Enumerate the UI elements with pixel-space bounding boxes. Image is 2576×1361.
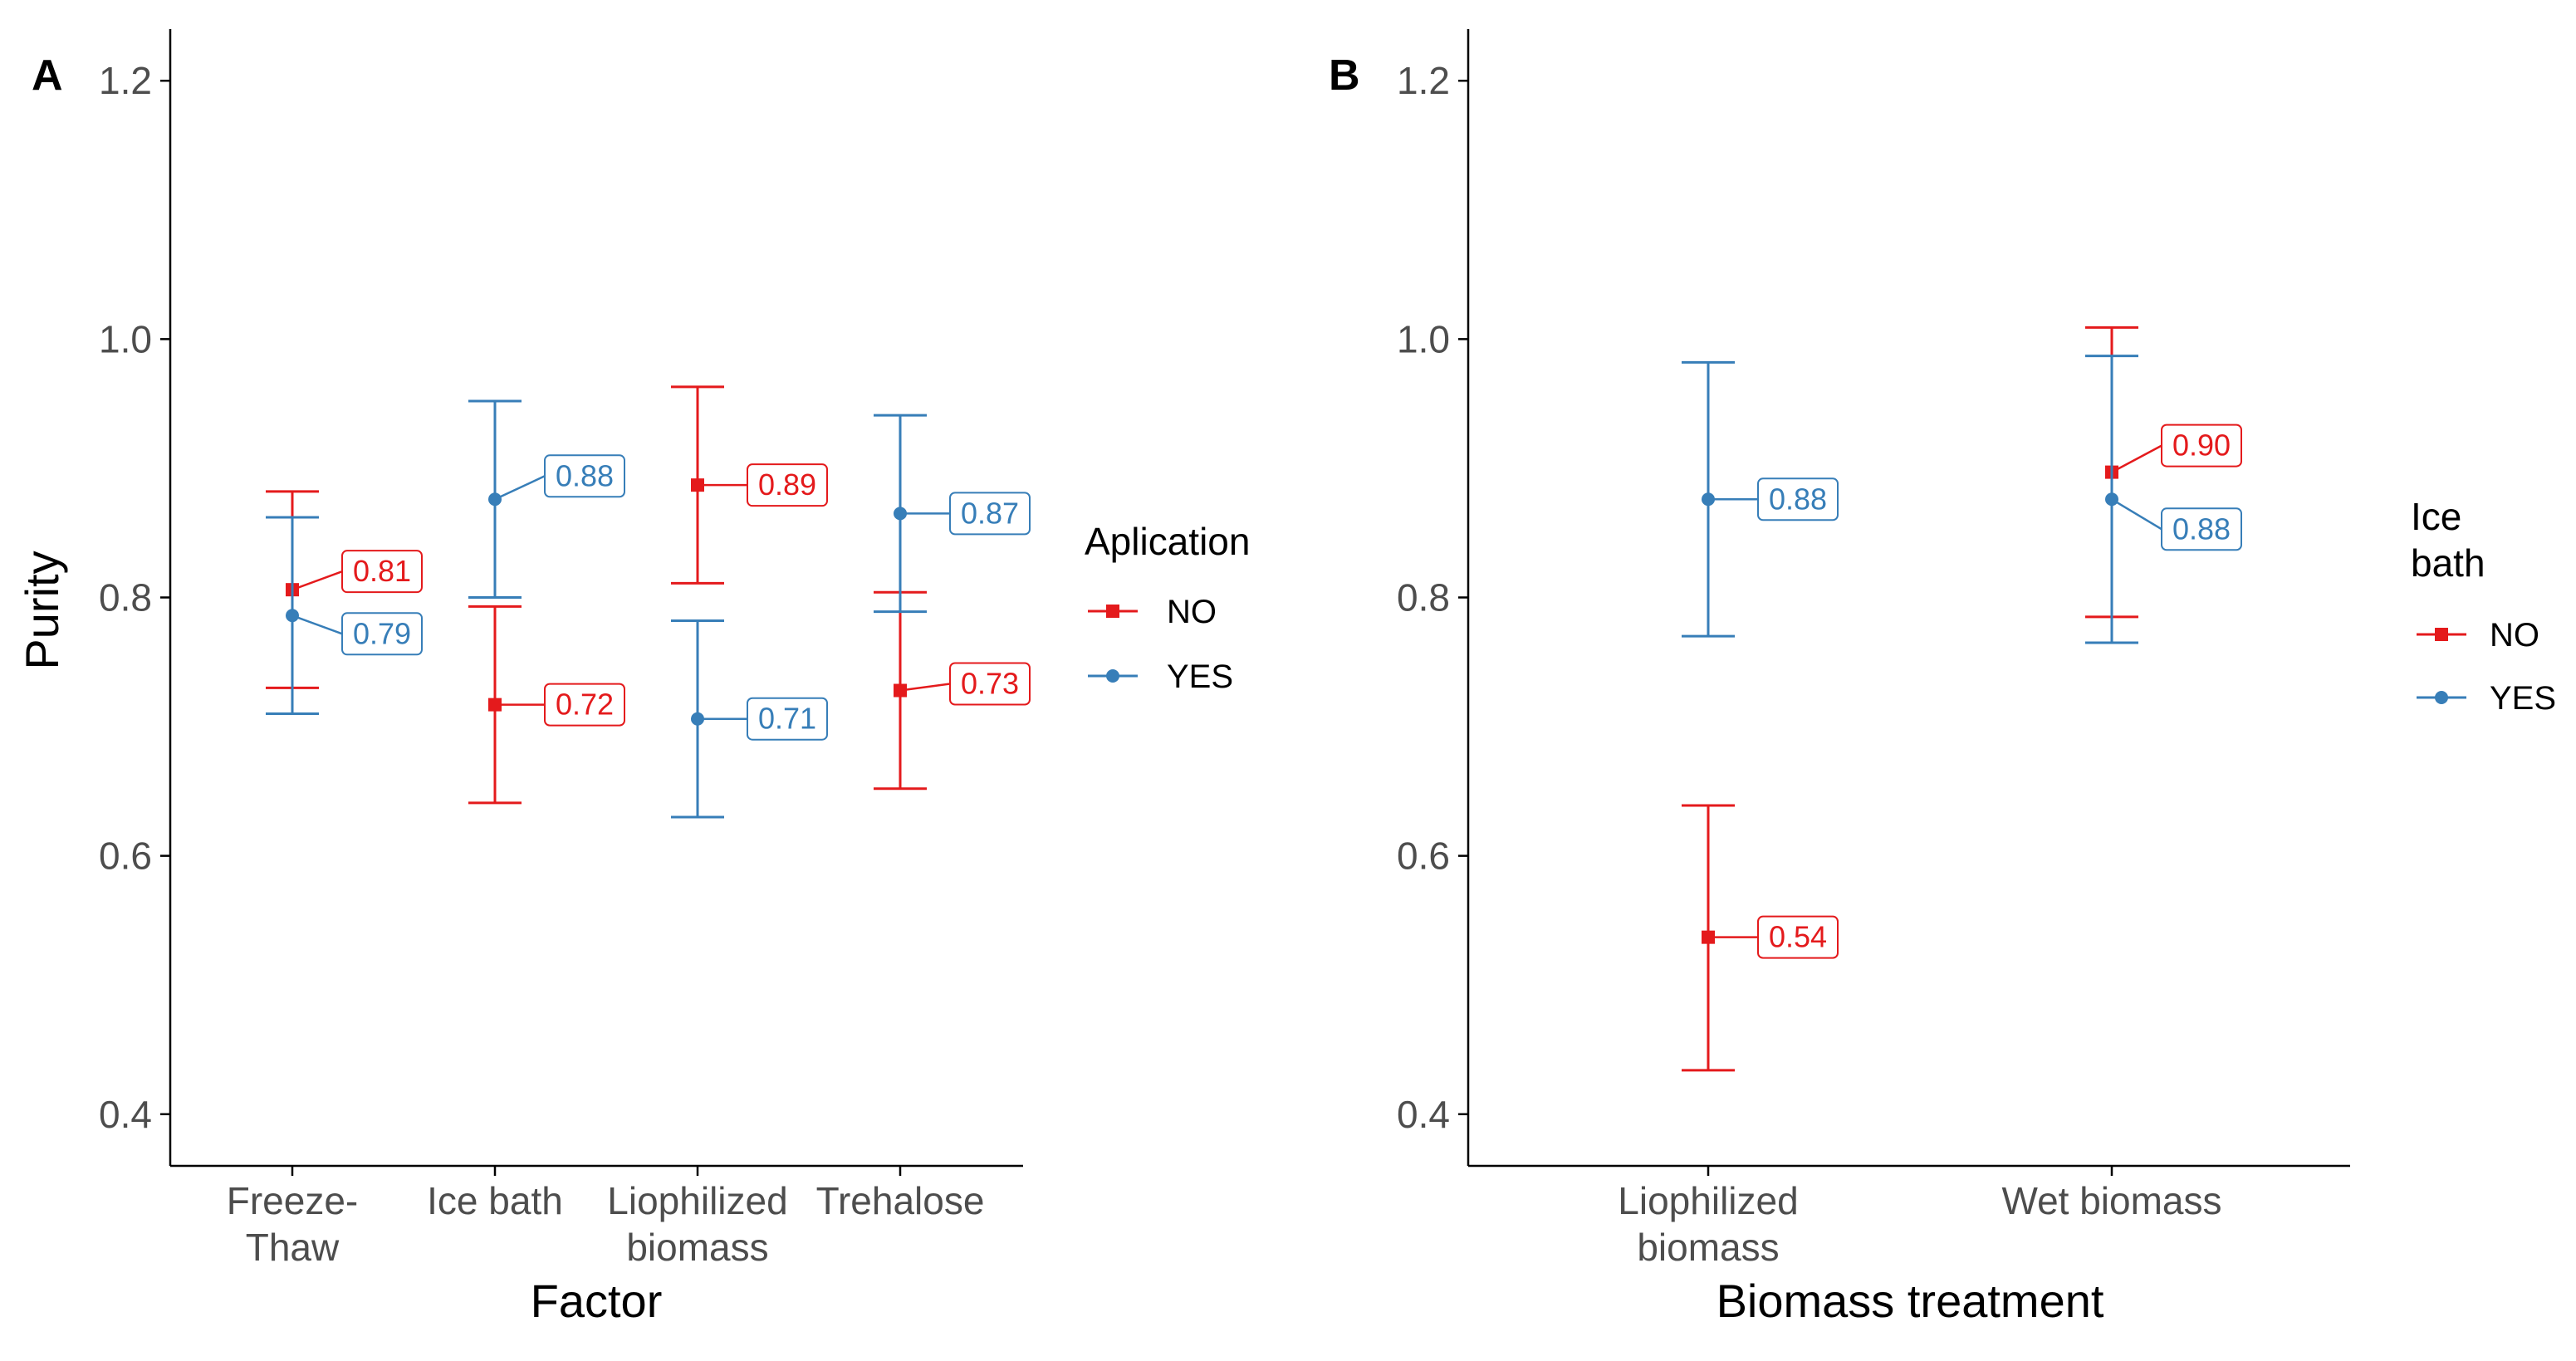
y-tick-label: 1.2 xyxy=(99,59,152,102)
legend-key-yes xyxy=(1106,669,1119,683)
panel-tag-label: A xyxy=(32,51,63,100)
y-tick-label: 1.0 xyxy=(1397,317,1450,360)
point-no xyxy=(488,698,502,712)
x-axis-title: Factor xyxy=(531,1275,663,1327)
y-tick-label: 1.2 xyxy=(1397,59,1450,102)
x-tick-label: biomass xyxy=(1637,1226,1779,1269)
legend-key-no xyxy=(2435,628,2448,641)
data-label: 0.73 xyxy=(961,667,1019,701)
x-axis-title: Biomass treatment xyxy=(1717,1275,2104,1327)
point-no xyxy=(691,478,704,492)
data-label-box xyxy=(949,492,1031,536)
y-tick-label: 0.8 xyxy=(1397,576,1450,619)
legend-title: Aplication xyxy=(1085,520,1250,563)
data-label: 0.79 xyxy=(353,616,411,650)
point-yes xyxy=(1702,492,1715,507)
legend-title: Ice xyxy=(2411,495,2461,538)
label-leader-line xyxy=(899,683,951,692)
x-tick-label: Liophilized xyxy=(607,1179,787,1222)
legend-title: bath xyxy=(2411,541,2485,585)
x-tick-label: Freeze- xyxy=(227,1179,358,1222)
label-leader-line xyxy=(2111,444,2162,473)
y-tick-label: 0.6 xyxy=(99,835,152,878)
y-tick-label: 0.4 xyxy=(99,1093,152,1136)
data-label: 0.72 xyxy=(556,688,614,722)
data-label-box xyxy=(341,550,423,594)
x-tick-label: Trehalose xyxy=(816,1179,985,1222)
label-leader-line xyxy=(494,475,546,501)
data-label-box xyxy=(1757,477,1839,521)
point-no xyxy=(894,683,907,698)
point-yes xyxy=(691,712,704,726)
x-tick-label: Liophilized xyxy=(1618,1179,1798,1222)
x-tick-label: Thaw xyxy=(246,1226,340,1269)
x-tick-label: biomass xyxy=(626,1226,768,1269)
data-label-box xyxy=(544,683,625,727)
label-leader-line xyxy=(291,570,343,591)
data-label: 0.88 xyxy=(2172,512,2231,546)
data-label-box xyxy=(341,612,423,656)
data-label: 0.54 xyxy=(1769,920,1827,954)
y-tick-label: 0.6 xyxy=(1397,835,1450,878)
y-tick-label: 0.4 xyxy=(1397,1093,1450,1136)
legend-label: YES xyxy=(1167,658,1233,695)
data-label-box xyxy=(747,463,828,507)
y-tick-label: 0.8 xyxy=(99,576,152,619)
y-tick-label: 1.0 xyxy=(99,317,152,360)
label-leader-line xyxy=(2111,498,2162,531)
data-label-box xyxy=(544,454,625,498)
data-label-box xyxy=(2161,423,2242,468)
data-label-box xyxy=(949,662,1031,706)
point-yes xyxy=(488,492,502,507)
legend-label: NO xyxy=(1167,594,1217,630)
data-label: 0.88 xyxy=(1769,482,1827,516)
legend-key-yes xyxy=(2435,691,2448,704)
label-leader-line xyxy=(291,614,343,635)
panel-tag-label: B xyxy=(1329,51,1360,100)
data-label-box xyxy=(1757,915,1839,959)
panel-a: A 0.4 0.6 0.8 1.0 1.2 Freeze-Thaw Ice bath Lioph… xyxy=(16,29,1250,1327)
legend-label: YES xyxy=(2490,680,2556,717)
y-axis-title: Purity xyxy=(16,551,68,669)
data-label: 0.88 xyxy=(556,458,614,492)
legend-label: NO xyxy=(2490,617,2539,654)
data-label: 0.87 xyxy=(961,496,1019,530)
point-yes xyxy=(894,507,907,521)
point-yes xyxy=(286,609,299,623)
point-no xyxy=(1702,930,1715,944)
data-label: 0.89 xyxy=(758,468,816,502)
point-yes xyxy=(2105,492,2118,507)
data-label-box xyxy=(747,697,828,741)
data-label: 0.81 xyxy=(353,554,411,588)
data-label: 0.90 xyxy=(2172,428,2231,463)
data-label: 0.71 xyxy=(758,702,816,736)
x-tick-label: Wet biomass xyxy=(2001,1179,2221,1222)
legend-key-no xyxy=(1106,605,1119,618)
data-label-box xyxy=(2161,507,2242,551)
x-tick-label: Ice bath xyxy=(427,1179,563,1222)
